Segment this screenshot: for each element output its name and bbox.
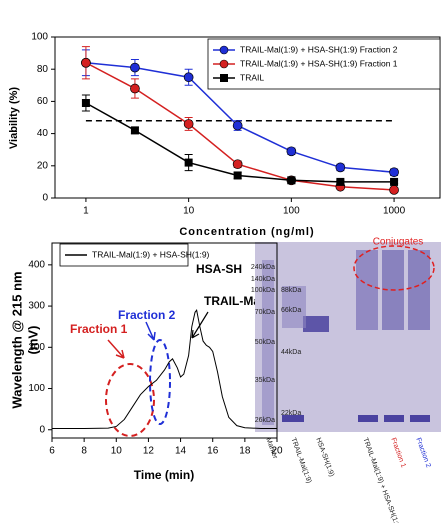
marker: [286, 146, 297, 157]
legend-box: [59, 243, 189, 267]
y-tick-label: 400: [28, 259, 45, 270]
y-tick-label: 0: [42, 193, 48, 204]
y-axis-label: Wavelength @ 215 nm: [9, 271, 24, 408]
band-label: 66kDa: [281, 307, 301, 314]
series-line: [85, 102, 395, 183]
fraction-ellipse: [149, 339, 171, 425]
marker: [184, 158, 193, 167]
marker: [336, 177, 345, 186]
series-line: [52, 309, 277, 430]
marker-label: 35kDa: [255, 377, 275, 384]
y-tick-label: 60: [37, 96, 49, 107]
y-tick-label: 20: [37, 160, 49, 171]
band-label: 44kDa: [281, 349, 301, 356]
plot-frame: [51, 242, 278, 439]
x-tick-label: 18: [239, 446, 251, 457]
marker-label: 70kDa: [255, 309, 275, 316]
x-tick-label: 16: [207, 446, 219, 457]
annotation: Fraction 2: [118, 308, 176, 322]
conjugate-ellipse: [353, 245, 435, 291]
legend-marker: [219, 45, 229, 55]
x-tick-label: 6: [49, 446, 55, 457]
marker-label: 100kDa: [251, 287, 275, 294]
marker-label: 240kDa: [251, 264, 275, 271]
legend-label: TRAIL-Mal(1:9) + HSA-SH(1:9): [92, 249, 210, 259]
x-axis-label: Concentration (ng/ml): [179, 226, 314, 238]
gel-band: [410, 415, 430, 422]
marker: [232, 159, 243, 170]
y-tick-label: 100: [28, 383, 45, 394]
arrow: [145, 321, 156, 341]
marker: [81, 57, 91, 68]
gel-band: [384, 415, 404, 422]
marker: [81, 99, 90, 108]
x-tick-label: 20: [271, 446, 283, 457]
marker: [389, 185, 399, 195]
gel-image: Conjugates: [255, 237, 441, 432]
y-axis-label: Viability (%): [8, 87, 20, 149]
legend-label: TRAIL-Mal(1:9) + HSA-SH(1:9) Fraction 2: [240, 44, 398, 54]
x-tick-label: 14: [175, 446, 187, 457]
legend-marker: [219, 59, 229, 69]
legend-label: TRAIL-Mal(1:9) + HSA-SH(1:9) Fraction 1: [240, 58, 398, 68]
marker: [390, 177, 399, 186]
x-tick-label: 12: [143, 446, 155, 457]
y-tick-label: 40: [37, 128, 49, 139]
plot-frame: [54, 36, 441, 199]
x-tick-label: 10: [183, 206, 195, 217]
lane-label: Fraction 2: [414, 437, 431, 469]
marker: [232, 120, 243, 131]
y-tick-label: 80: [37, 64, 49, 75]
marker: [130, 83, 140, 94]
gel-band: [282, 286, 306, 328]
marker: [130, 62, 140, 73]
marker: [389, 167, 399, 178]
y-tick-label: 100: [31, 32, 48, 43]
marker: [183, 119, 194, 129]
lane-label: TRAIL-Mal(1:9): [289, 437, 312, 484]
x-tick-label: 1000: [383, 206, 406, 217]
gel-band: [356, 250, 378, 330]
y-axis-label: (mV): [25, 326, 40, 355]
y-tick-label: 200: [28, 342, 45, 353]
marker: [287, 176, 296, 185]
x-tick-label: 8: [81, 446, 87, 457]
annotation: Fraction 1: [70, 322, 128, 336]
annotation: TRAIL-Mal: [204, 294, 263, 308]
gel-band: [358, 415, 378, 422]
legend-marker: [220, 74, 228, 82]
gel-band: [303, 316, 329, 332]
gel-band: [282, 415, 304, 422]
marker: [183, 72, 194, 83]
marker: [233, 171, 242, 180]
marker: [130, 126, 139, 135]
x-tick-label: 1: [83, 206, 89, 217]
annotation: HSA-SH: [196, 262, 242, 276]
fraction-ellipse: [105, 363, 155, 437]
arrow: [107, 339, 125, 359]
gel-lane: [262, 260, 274, 425]
x-tick-label: 100: [283, 206, 300, 217]
y-tick-label: 300: [28, 301, 45, 312]
marker: [335, 162, 346, 173]
band-label: 22kDa: [281, 410, 301, 417]
marker-label: 26kDa: [255, 417, 275, 424]
x-tick-label: 10: [111, 446, 123, 457]
marker-label: 140kDa: [251, 276, 275, 283]
legend-label: TRAIL: [240, 72, 264, 82]
band-label: 88kDa: [281, 287, 301, 294]
gel-band: [408, 250, 430, 330]
x-axis-label: Time (min): [134, 468, 194, 482]
legend-box: [207, 38, 441, 90]
gel-title: Conjugates: [373, 237, 424, 248]
y-tick-label: 0: [39, 424, 45, 435]
lane-label: Fraction 1: [389, 437, 406, 469]
lane-label: HSA-SH(1:9): [314, 437, 335, 478]
marker-label: 50kDa: [255, 339, 275, 346]
